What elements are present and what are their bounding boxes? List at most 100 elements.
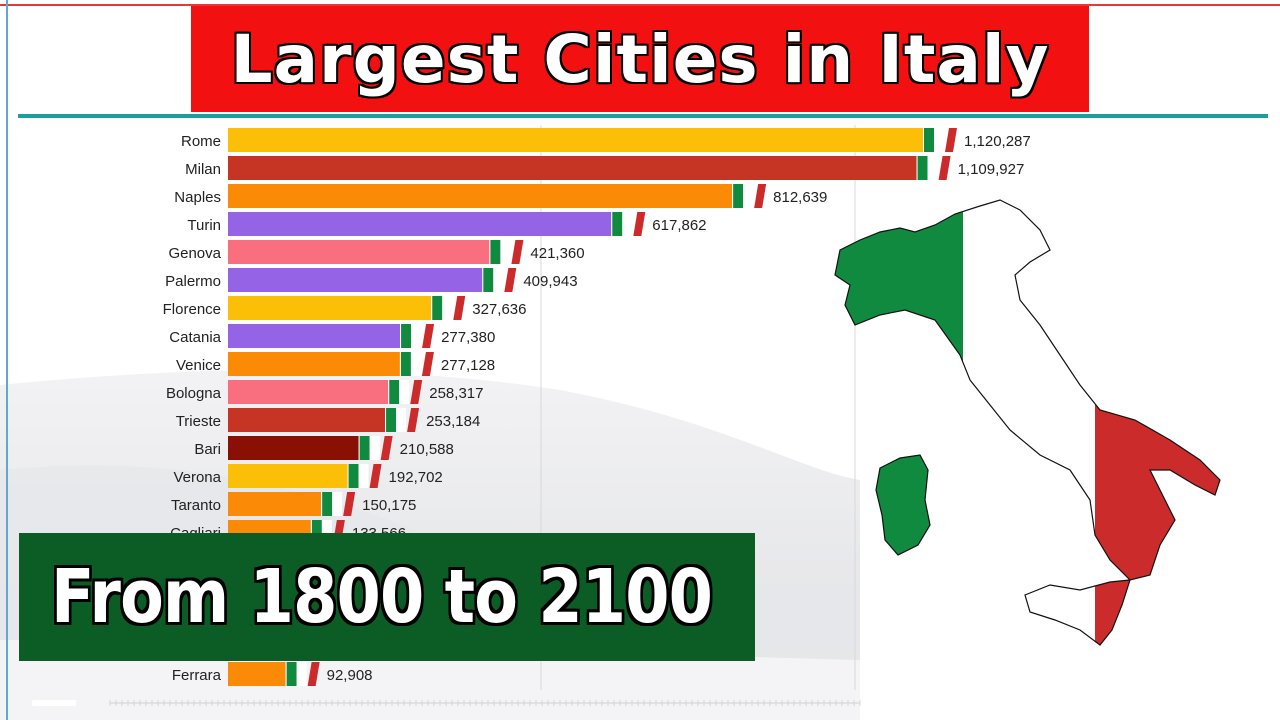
- italy-flag-icon: [924, 128, 934, 152]
- category-label-trieste: Trieste: [176, 413, 221, 430]
- bar-bologna: [228, 380, 389, 404]
- italy-flag-icon: [296, 662, 307, 686]
- italy-flag-icon: [490, 240, 501, 264]
- italy-flag-icon: [493, 268, 504, 292]
- category-label-taranto: Taranto: [171, 497, 221, 514]
- italy-flag-icon: [411, 324, 422, 348]
- italy-flag-icon: [612, 212, 623, 236]
- value-label-genova: 421,360: [530, 245, 584, 262]
- bar-milan: [228, 156, 917, 180]
- value-label-venice: 277,128: [441, 357, 495, 374]
- italy-flag-icon: [401, 324, 412, 348]
- bar-trieste: [228, 408, 386, 432]
- bar-taranto: [228, 492, 322, 516]
- italy-flag-icon: [511, 240, 524, 264]
- category-label-bari: Bari: [194, 441, 221, 458]
- italy-flag-icon: [633, 212, 646, 236]
- italy-flag-icon: [332, 492, 343, 516]
- category-label-turin: Turin: [187, 217, 221, 234]
- left-accent-line: [6, 0, 8, 720]
- italy-flag-icon: [927, 156, 938, 180]
- title-rule: [18, 114, 1268, 118]
- italy-flag-icon: [917, 156, 928, 180]
- value-label-bari: 210,588: [400, 441, 454, 458]
- italy-flag-icon: [410, 380, 423, 404]
- italy-flag-icon: [311, 520, 322, 544]
- italy-flag-icon: [389, 380, 400, 404]
- timeline-marker: [32, 700, 76, 706]
- category-label-venice: Venice: [176, 357, 221, 374]
- italy-flag-icon: [500, 240, 511, 264]
- italy-flag-icon: [348, 464, 359, 488]
- italy-flag-icon: [743, 184, 754, 208]
- italy-flag-icon: [421, 352, 434, 376]
- italy-flag-icon: [322, 492, 333, 516]
- category-label-bologna: Bologna: [166, 385, 222, 402]
- italy-flag-icon: [432, 296, 443, 320]
- category-label-catania: Catania: [169, 329, 221, 346]
- italy-flag-icon: [483, 268, 494, 292]
- category-label-florence: Florence: [163, 301, 221, 318]
- bar-catania: [228, 324, 401, 348]
- bar-florence: [228, 296, 432, 320]
- italy-flag-icon: [307, 662, 320, 686]
- italy-flag-icon: [343, 492, 356, 516]
- value-label-florence: 327,636: [472, 301, 526, 318]
- value-label-ferrara: 92,908: [327, 667, 373, 684]
- page-title: Largest Cities in Italy: [230, 20, 1050, 98]
- italy-flag-icon: [386, 408, 397, 432]
- category-label-verona: Verona: [173, 469, 221, 486]
- italy-flag-icon: [504, 268, 517, 292]
- italy-flag-icon: [321, 520, 332, 544]
- category-label-palermo: Palermo: [165, 273, 221, 290]
- title-banner: Largest Cities in Italy: [191, 6, 1089, 112]
- bar-turin: [228, 212, 612, 236]
- value-label-milan: 1,109,927: [958, 161, 1025, 178]
- italy-flag-icon: [442, 296, 453, 320]
- category-label-genova: Genova: [168, 245, 221, 262]
- value-label-rome: 1,120,287: [964, 133, 1031, 150]
- italy-flag-icon: [754, 184, 767, 208]
- italy-flag-icon: [934, 128, 944, 152]
- bar-genova: [228, 240, 490, 264]
- italy-flag-icon: [407, 408, 420, 432]
- italy-flag-icon: [359, 436, 370, 460]
- italy-flag-icon: [286, 662, 297, 686]
- value-label-bologna: 258,317: [429, 385, 483, 402]
- bar-ferrara: [228, 662, 286, 686]
- value-label-palermo: 409,943: [523, 273, 577, 290]
- bar-palermo: [228, 268, 483, 292]
- subtitle: From 1800 to 2100: [51, 554, 713, 640]
- value-label-taranto: 150,175: [362, 497, 416, 514]
- italy-flag-icon: [945, 128, 957, 152]
- value-label-trieste: 253,184: [426, 413, 480, 430]
- bar-venice: [228, 352, 400, 376]
- italy-flag-icon: [358, 464, 369, 488]
- subtitle-banner: From 1800 to 2100: [19, 533, 755, 661]
- italy-flag-icon: [422, 324, 435, 348]
- italy-flag-icon: [399, 380, 410, 404]
- bar-rome: [228, 128, 923, 152]
- value-label-catania: 277,380: [441, 329, 495, 346]
- category-label-ferrara: Ferrara: [172, 667, 222, 684]
- value-label-verona: 192,702: [389, 469, 443, 486]
- italy-flag-icon: [938, 156, 951, 180]
- top-accent-line: [0, 4, 1280, 6]
- italy-flag-icon: [400, 352, 411, 376]
- italy-flag-icon: [369, 436, 380, 460]
- italy-flag-icon: [733, 184, 744, 208]
- value-label-turin: 617,862: [652, 217, 706, 234]
- category-label-rome: Rome: [181, 133, 221, 150]
- value-label-naples: 812,639: [773, 189, 827, 206]
- italy-flag-icon: [396, 408, 407, 432]
- italy-flag-icon: [380, 436, 393, 460]
- italy-flag-icon: [622, 212, 633, 236]
- italy-flag-icon: [369, 464, 382, 488]
- category-label-naples: Naples: [174, 189, 221, 206]
- bar-bari: [228, 436, 359, 460]
- bar-verona: [228, 464, 348, 488]
- category-label-milan: Milan: [185, 161, 221, 178]
- bar-naples: [228, 184, 733, 208]
- italy-flag-icon: [453, 296, 466, 320]
